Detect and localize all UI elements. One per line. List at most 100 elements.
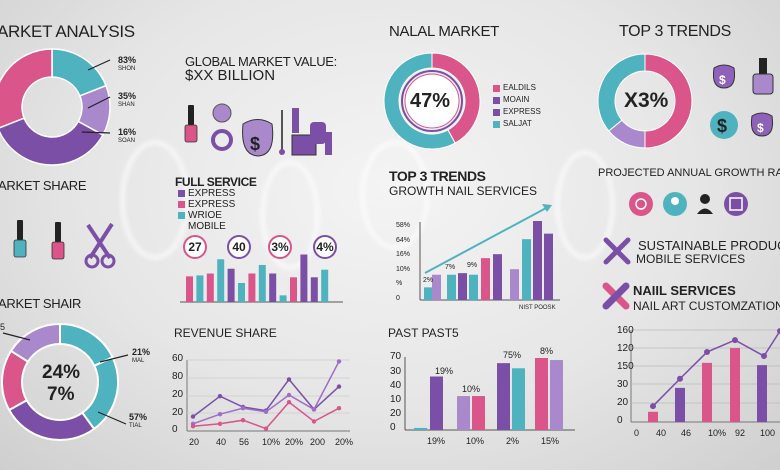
donut-label: 57% TIAL [129, 412, 148, 430]
donut-label: 83% SHON [118, 55, 137, 73]
y-tick-label: 64% [396, 236, 411, 244]
series-line [192, 361, 340, 425]
y-tick-label: 0 [617, 415, 623, 426]
data-point [286, 377, 292, 382]
y-tick-label: 60 [172, 353, 184, 364]
leader-line [99, 354, 129, 363]
x-tick-label: 2% [506, 436, 520, 446]
y-tick-label: 20 [390, 408, 402, 419]
bar [310, 277, 318, 302]
data-point [190, 414, 196, 419]
x-tick-label: 200 [310, 437, 326, 447]
stat-badge: 27 [183, 235, 207, 259]
nalal-market-title: NALAL MARKET [389, 23, 500, 40]
data-point [217, 412, 223, 417]
y-tick-label: 30 [390, 366, 402, 377]
y-tick-label: 150 [617, 361, 634, 372]
bar [206, 273, 214, 302]
projected-growth-text: PROJECTED ANNUAL GROWTH RATE: XX [598, 167, 780, 179]
bar [730, 348, 740, 422]
venus-mars-icon [629, 192, 653, 216]
money-bag-icon [751, 112, 773, 137]
donut-segment [7, 398, 96, 441]
stat-badge: 40 [227, 235, 251, 259]
bar [217, 259, 225, 302]
x-tick-label: 100 [760, 428, 776, 438]
venus-mars-icon [635, 198, 647, 210]
data-point [777, 328, 780, 334]
bar [675, 387, 685, 422]
donut-segment [383, 52, 456, 150]
bar [258, 264, 266, 302]
top-trends-center-value: X3% [624, 89, 669, 112]
y-tick-label: 20 [172, 389, 184, 400]
bar [300, 254, 308, 302]
legend-item: SALJAT [493, 118, 541, 130]
x-tick-label: 15% [541, 436, 560, 446]
trend-item: MOBILE SERVICES [636, 252, 746, 266]
arrow-head [542, 204, 552, 212]
data-point [311, 419, 317, 424]
legend-item: MOAIN [493, 94, 541, 106]
trend-item: NAIIL SERVICES [633, 283, 736, 298]
legend-item: EALDILS [493, 82, 541, 94]
y-tick-label: 40 [390, 380, 402, 391]
money-bag-icon [242, 119, 274, 157]
y-tick-label: 80 [172, 371, 184, 382]
growth-title: TOP 3 TRENDS [389, 168, 486, 184]
cosmetics-icon [310, 122, 326, 144]
y-tick-label: 20 [617, 397, 629, 408]
trend-item: NAIL ART CUSTOMZATION [633, 299, 780, 313]
nail-polish-icon [13, 239, 27, 258]
stat-badge: 3% [268, 235, 292, 259]
donut-segment [0, 117, 104, 166]
x-tick-label: 46 [681, 428, 692, 438]
bar [457, 396, 470, 430]
nail-polish-icon [752, 73, 774, 95]
y-tick-label: 20 [172, 407, 184, 418]
trend-item: SUSTAINABLE PRODUCTS [638, 238, 780, 253]
data-point [286, 392, 292, 398]
x-tick-label: 40 [216, 437, 227, 447]
legend-item: MOBILE [188, 221, 226, 232]
bar [432, 274, 441, 300]
growth-subtitle: GROWTH NAIL SERVICES [389, 184, 538, 198]
bar [493, 254, 502, 300]
bar [196, 275, 204, 302]
donut-label: 35% SHAN [118, 91, 137, 109]
cuticle-pusher-icon [279, 149, 285, 155]
global-value-label: GLOBAL MARKET VALUE: [185, 54, 337, 69]
y-tick-label: 58% [396, 222, 411, 229]
data-point [336, 384, 342, 389]
bar [648, 411, 658, 422]
data-point [263, 426, 269, 431]
bar [186, 276, 193, 302]
donut-center-value: 7% [47, 384, 75, 405]
donut-label: 16% SOAN [118, 127, 137, 145]
x-tick-label: 20% [335, 437, 354, 447]
cosmetics-icon [292, 108, 299, 133]
person-icon [697, 208, 713, 214]
nail-services-icon [602, 282, 630, 310]
nail-polish-icon [17, 220, 23, 240]
donut-center-value: 24% [42, 362, 81, 383]
bar [279, 295, 287, 302]
scissors-icon [100, 253, 116, 269]
market-shair-title: ARKET SHAIR [0, 296, 82, 311]
y-tick-label: 0 [390, 422, 396, 433]
dollar-icon: $ [757, 121, 764, 135]
donut-segment [597, 53, 646, 132]
data-point [677, 375, 683, 382]
leader-line [87, 59, 111, 71]
bar [269, 273, 277, 302]
data-point [240, 406, 246, 411]
user-icon [671, 197, 679, 205]
bg-mirror [120, 140, 190, 260]
stat-badge: 4% [313, 235, 337, 259]
y-tick-label: 10 [390, 394, 402, 405]
bar [544, 233, 553, 300]
nail-polish-icon [55, 222, 61, 242]
data-point [240, 418, 246, 423]
bar [535, 358, 548, 430]
